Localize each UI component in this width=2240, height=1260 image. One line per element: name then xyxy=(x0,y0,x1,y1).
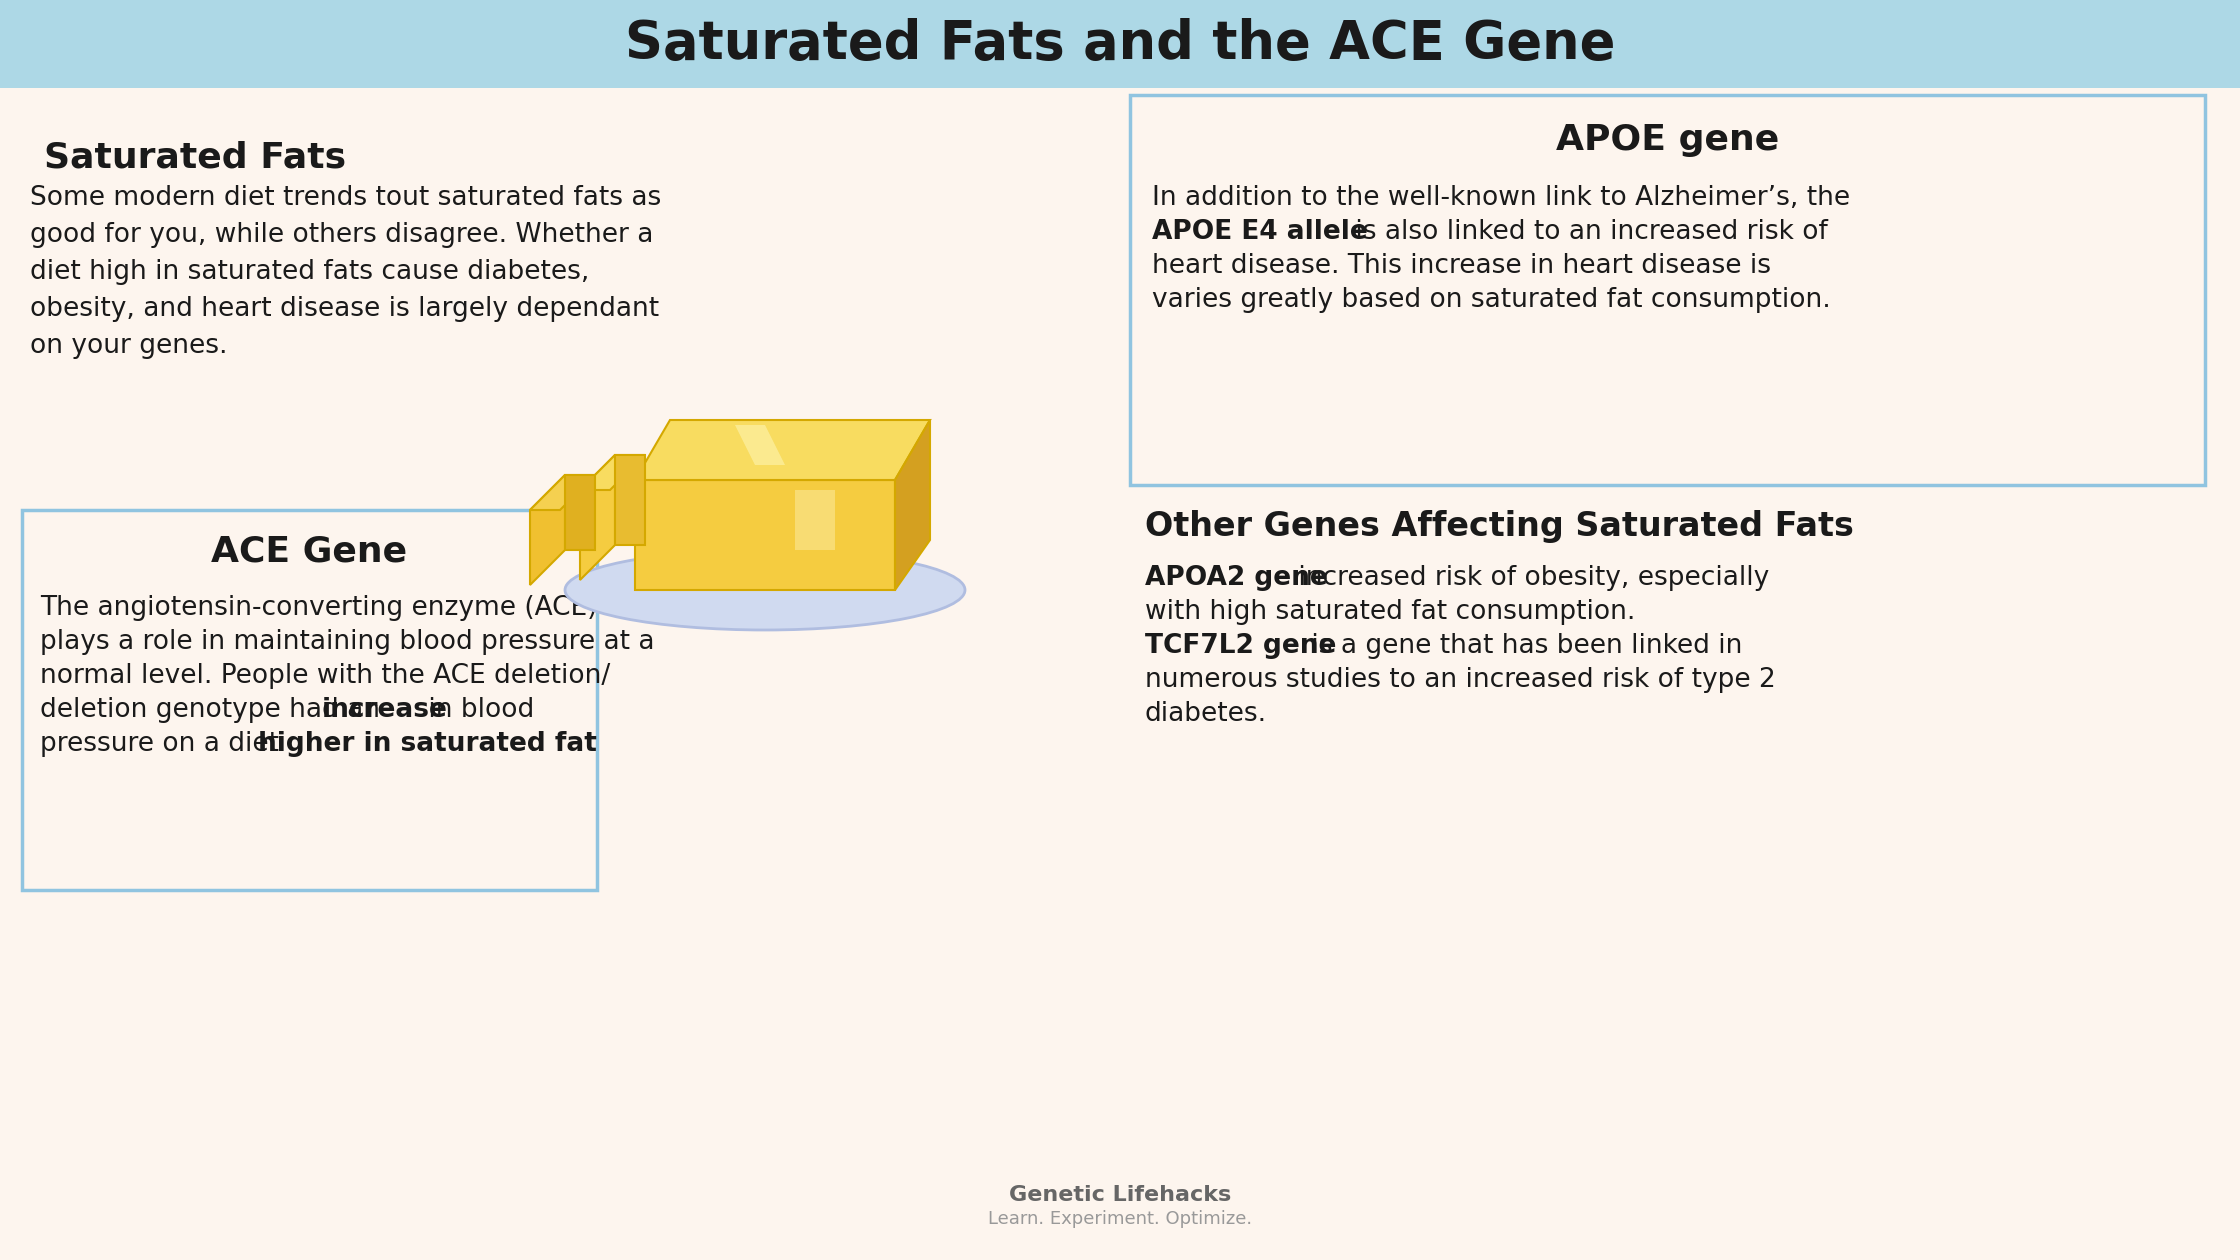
Bar xyxy=(22,510,598,890)
Text: is a gene that has been linked in: is a gene that has been linked in xyxy=(1304,633,1743,659)
Text: Saturated Fats and the ACE Gene: Saturated Fats and the ACE Gene xyxy=(625,18,1615,71)
Polygon shape xyxy=(580,455,616,580)
Text: Other Genes Affecting Saturated Fats: Other Genes Affecting Saturated Fats xyxy=(1145,510,1855,543)
Text: The angiotensin-converting enzyme (ACE): The angiotensin-converting enzyme (ACE) xyxy=(40,595,598,621)
Text: pressure on a diet: pressure on a diet xyxy=(40,731,287,757)
Text: .: . xyxy=(529,731,538,757)
Text: APOE E4 allele: APOE E4 allele xyxy=(1151,219,1369,244)
Text: diabetes.: diabetes. xyxy=(1145,701,1268,727)
Polygon shape xyxy=(634,480,896,590)
Text: deletion genotype had an: deletion genotype had an xyxy=(40,697,388,723)
Polygon shape xyxy=(795,490,836,551)
Text: Saturated Fats: Saturated Fats xyxy=(45,140,345,174)
Ellipse shape xyxy=(564,551,965,630)
Text: in blood: in blood xyxy=(421,697,535,723)
Polygon shape xyxy=(531,475,564,585)
Text: normal level. People with the ACE deletion/: normal level. People with the ACE deleti… xyxy=(40,663,609,689)
Text: ACE Gene: ACE Gene xyxy=(211,536,408,570)
Text: Genetic Lifehacks: Genetic Lifehacks xyxy=(1008,1184,1232,1205)
Text: APOA2 gene: APOA2 gene xyxy=(1145,564,1328,591)
Text: heart disease. This increase in heart disease is: heart disease. This increase in heart di… xyxy=(1151,253,1772,278)
Text: Some modern diet trends tout saturated fats as
good for you, while others disagr: Some modern diet trends tout saturated f… xyxy=(29,185,661,359)
Text: is also linked to an increased risk of: is also linked to an increased risk of xyxy=(1346,219,1828,244)
Text: In addition to the well-known link to Alzheimer’s, the: In addition to the well-known link to Al… xyxy=(1151,185,1850,210)
Text: plays a role in maintaining blood pressure at a: plays a role in maintaining blood pressu… xyxy=(40,629,654,655)
Text: increased risk of obesity, especially: increased risk of obesity, especially xyxy=(1290,564,1770,591)
Polygon shape xyxy=(616,455,645,546)
Polygon shape xyxy=(580,455,645,490)
Text: higher in saturated fat: higher in saturated fat xyxy=(258,731,596,757)
Text: varies greatly based on saturated fat consumption.: varies greatly based on saturated fat co… xyxy=(1151,287,1830,312)
Polygon shape xyxy=(896,420,930,590)
Text: Learn. Experiment. Optimize.: Learn. Experiment. Optimize. xyxy=(988,1210,1252,1228)
Text: increase: increase xyxy=(323,697,448,723)
Polygon shape xyxy=(634,420,930,480)
Bar xyxy=(0,0,2240,88)
Text: APOE gene: APOE gene xyxy=(1557,123,1779,158)
Polygon shape xyxy=(564,475,596,551)
Text: with high saturated fat consumption.: with high saturated fat consumption. xyxy=(1145,598,1635,625)
Text: numerous studies to an increased risk of type 2: numerous studies to an increased risk of… xyxy=(1145,667,1776,693)
Text: TCF7L2 gene: TCF7L2 gene xyxy=(1145,633,1337,659)
Polygon shape xyxy=(531,475,596,510)
Bar xyxy=(1129,94,2204,485)
Polygon shape xyxy=(735,425,784,465)
